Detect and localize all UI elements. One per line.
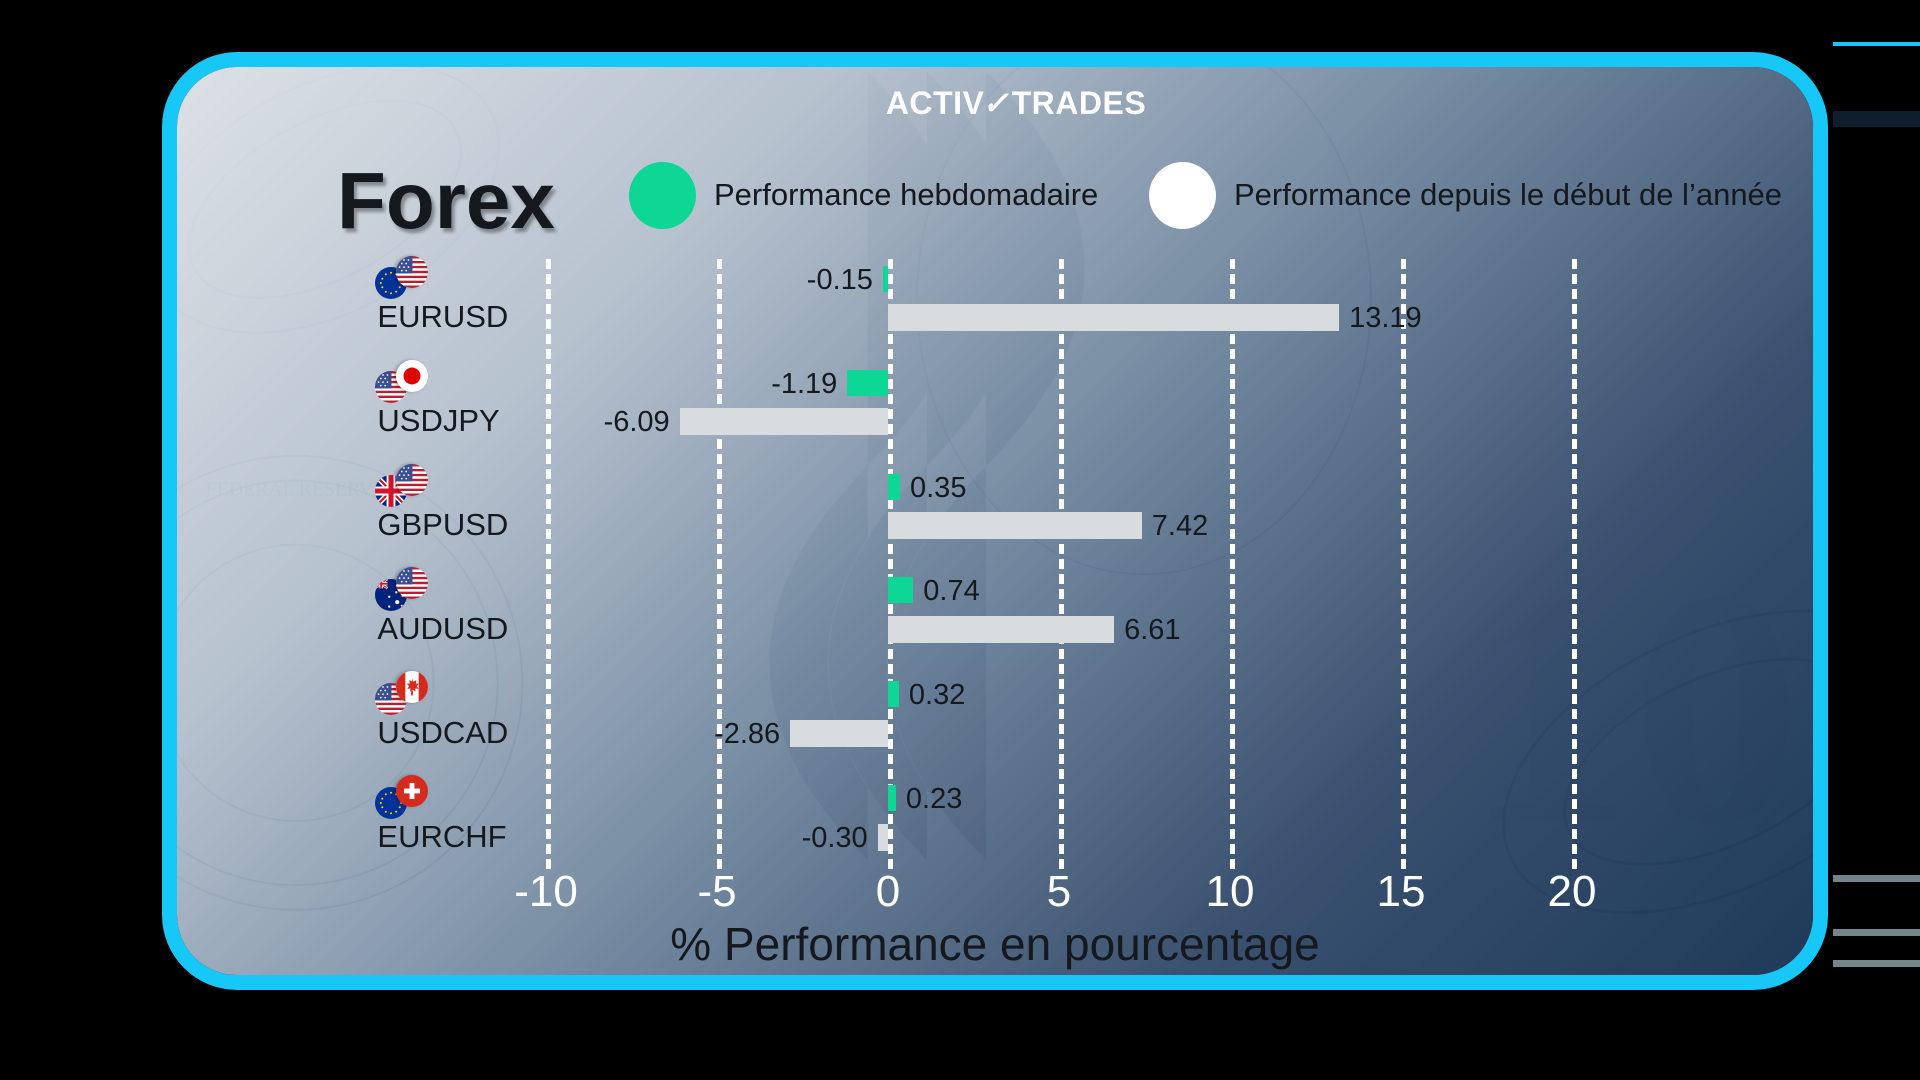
svg-text:FEDERAL RESERVE: FEDERAL RESERVE <box>206 478 385 500</box>
